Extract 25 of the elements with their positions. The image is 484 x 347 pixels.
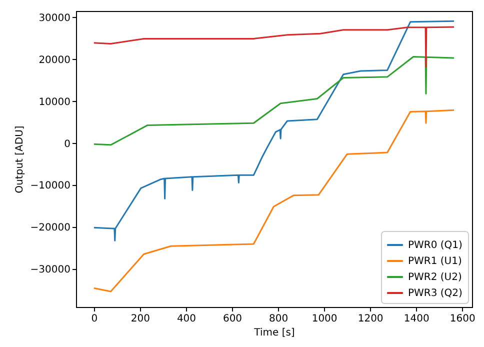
y-tick-label: 0 <box>64 138 70 150</box>
y-tick-label: 10000 <box>38 96 70 108</box>
x-tick-label: 1200 <box>358 314 384 324</box>
x-tick-label: 1400 <box>404 314 430 324</box>
x-tick-label: 1600 <box>450 314 476 324</box>
x-tick-label: 1000 <box>312 314 338 324</box>
x-tick-label: 200 <box>130 314 150 324</box>
y-tick-label: −20000 <box>30 222 70 234</box>
y-tick-label: −10000 <box>30 180 70 192</box>
legend-label: PWR2 (U2) <box>408 272 462 283</box>
line-series <box>93 56 455 146</box>
y-tick-label: 30000 <box>38 12 70 24</box>
x-tick-label: 800 <box>268 314 288 324</box>
line-series <box>93 20 455 242</box>
legend-label: PWR1 (U1) <box>408 256 462 267</box>
y-tick-label: 20000 <box>38 54 70 66</box>
line-series <box>93 26 455 68</box>
legend-label: PWR0 (Q1) <box>408 240 463 251</box>
x-tick-label: 400 <box>176 314 196 324</box>
legend-label: PWR3 (Q2) <box>408 288 463 299</box>
y-axis-title: Output [ADU] <box>14 126 26 194</box>
x-tick-label: 600 <box>222 314 242 324</box>
y-tick-label: −30000 <box>30 264 70 276</box>
x-tick-label: 0 <box>91 314 98 324</box>
x-axis-title: Time [s] <box>253 328 295 338</box>
